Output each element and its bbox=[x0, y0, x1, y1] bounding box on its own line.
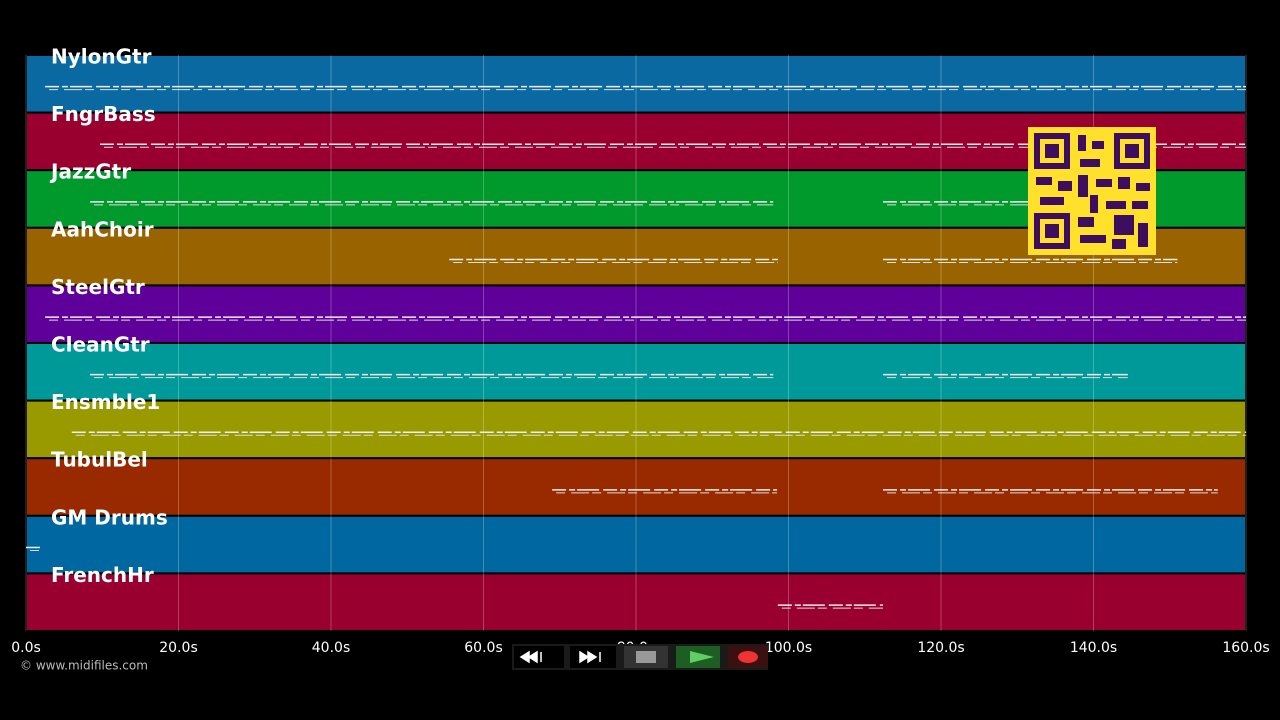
track-name: TubulBel bbox=[51, 448, 148, 472]
track-name: GM Drums bbox=[51, 505, 168, 529]
track-band bbox=[25, 399, 1247, 460]
stop-button[interactable] bbox=[624, 646, 668, 668]
x-tick-label: 20.0s bbox=[159, 640, 197, 656]
track-band bbox=[25, 284, 1247, 344]
track-name: Ensmble1 bbox=[51, 390, 160, 414]
track-band bbox=[25, 226, 1247, 287]
track-name: AahChoir bbox=[51, 217, 154, 241]
x-tick-label: 160.0s bbox=[1222, 640, 1269, 656]
transport-controls bbox=[512, 644, 768, 670]
track-band bbox=[25, 54, 1247, 114]
x-tick-label: 140.0s bbox=[1070, 640, 1117, 656]
record-button[interactable] bbox=[728, 646, 768, 668]
rewind-button[interactable] bbox=[514, 646, 564, 668]
x-tick-label: 120.0s bbox=[917, 640, 964, 656]
track-name: JazzGtr bbox=[49, 160, 131, 184]
qr-code bbox=[1028, 127, 1156, 255]
tracks: NylonGtr FngrBass JazzGtr AahChoir SteelGtr C… bbox=[25, 45, 1247, 633]
track-band bbox=[25, 457, 1247, 517]
forward-button[interactable] bbox=[570, 646, 616, 668]
track-band bbox=[25, 514, 1247, 575]
copyright: © www.midifiles.com bbox=[20, 659, 148, 673]
track-name: NylonGtr bbox=[51, 45, 152, 69]
play-button[interactable] bbox=[676, 646, 720, 668]
x-tick-label: 100.0s bbox=[765, 640, 812, 656]
track-name: SteelGtr bbox=[51, 275, 145, 299]
track-name: CleanGtr bbox=[51, 333, 150, 357]
x-tick-label: 60.0s bbox=[464, 640, 502, 656]
track-name: FrenchHr bbox=[51, 563, 154, 587]
x-tick-label: 40.0s bbox=[312, 640, 350, 656]
x-tick-label: 0.0s bbox=[11, 640, 41, 656]
track-name: FngrBass bbox=[51, 102, 156, 126]
track-band bbox=[25, 572, 1247, 633]
